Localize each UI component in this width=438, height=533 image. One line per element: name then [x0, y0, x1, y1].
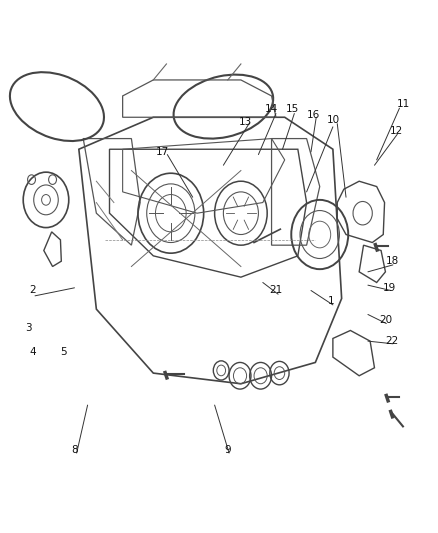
- Text: 22: 22: [385, 336, 399, 346]
- Text: 5: 5: [60, 347, 67, 357]
- Text: 11: 11: [396, 99, 410, 109]
- Text: 3: 3: [25, 323, 32, 333]
- Text: 15: 15: [286, 104, 299, 114]
- Text: 1: 1: [327, 296, 334, 306]
- Text: 13: 13: [239, 117, 252, 126]
- Text: 21: 21: [269, 286, 283, 295]
- Text: 19: 19: [383, 283, 396, 293]
- Text: 9: 9: [224, 446, 231, 455]
- Text: 8: 8: [71, 446, 78, 455]
- Text: 2: 2: [29, 286, 36, 295]
- Text: 14: 14: [265, 104, 278, 114]
- Text: 12: 12: [390, 126, 403, 135]
- Text: 10: 10: [326, 115, 339, 125]
- Text: 17: 17: [155, 147, 169, 157]
- Text: 16: 16: [307, 110, 320, 119]
- Text: 18: 18: [385, 256, 399, 266]
- Text: 4: 4: [29, 347, 36, 357]
- Text: 20: 20: [379, 315, 392, 325]
